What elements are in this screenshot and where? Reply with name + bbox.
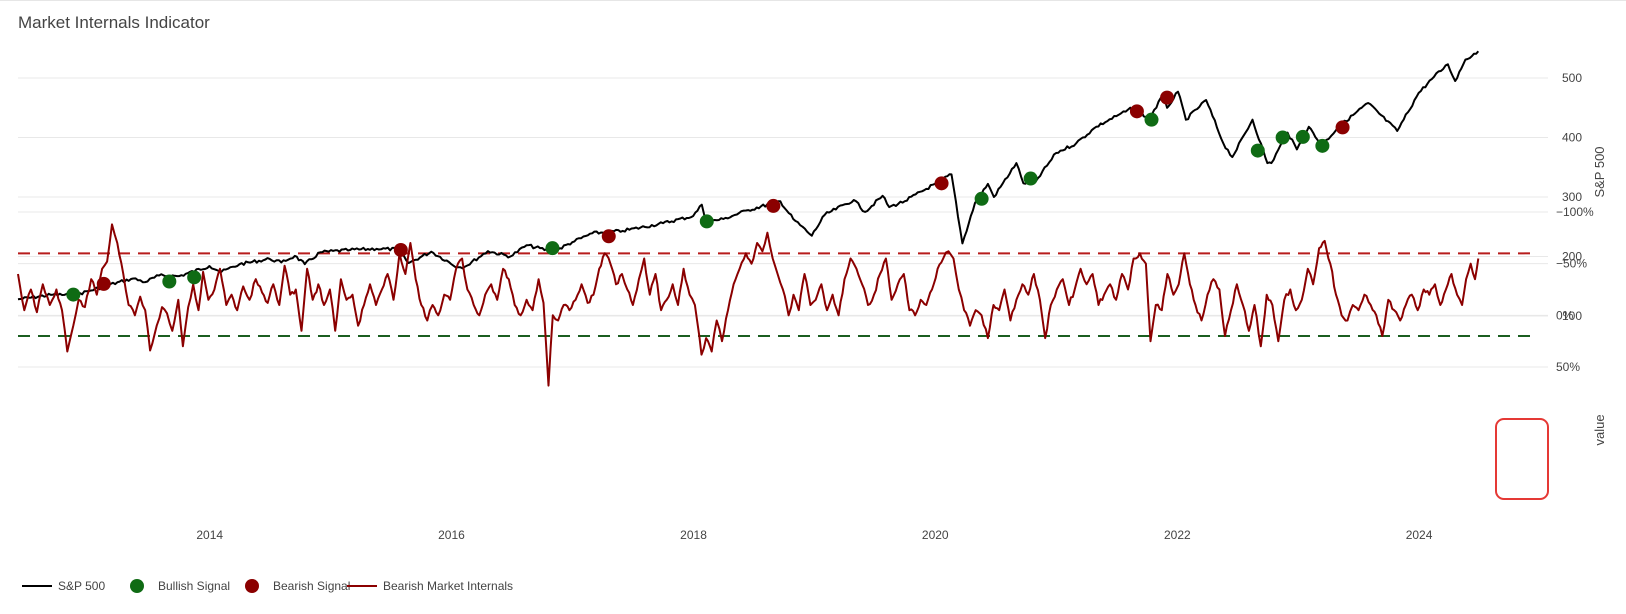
legend: S&P 500 Bullish Signal Bearish Signal Beari… xyxy=(22,579,513,593)
bullish-signal-marker xyxy=(66,287,81,302)
bullish-signal-marker xyxy=(1144,112,1159,127)
signal-markers-layer xyxy=(66,90,1350,302)
legend-marker-bullish-signal xyxy=(130,579,144,593)
spx-y-tick-label: 500 xyxy=(1562,71,1582,85)
legend-label-s-p-500: S&P 500 xyxy=(58,579,105,593)
bullish-signal-marker xyxy=(699,214,714,229)
internals-y-tick-label: −50% xyxy=(1556,257,1587,271)
legend-label-bearish-signal: Bearish Signal xyxy=(273,579,350,593)
internals-series-layer xyxy=(17,223,1480,387)
spx-grid xyxy=(18,77,1548,317)
bullish-signal-marker xyxy=(162,274,177,289)
bearish-signal-marker xyxy=(601,229,616,244)
x-tick-label: 2020 xyxy=(922,528,949,542)
internals-y-tick-label: −100% xyxy=(1556,205,1594,219)
internals-y-tick-label: 50% xyxy=(1556,360,1580,374)
bullish-signal-marker xyxy=(545,241,560,256)
chart-title: Market Internals Indicator xyxy=(18,13,210,32)
spx-line xyxy=(17,50,1480,301)
bearish-signal-marker xyxy=(393,242,408,257)
internals-y-ticks: −100% −50% 0% 50% xyxy=(1556,205,1594,374)
bearish-signal-marker xyxy=(1129,104,1144,119)
bullish-signal-marker xyxy=(1023,171,1038,186)
spx-y-ticks: 100 200 300 400 500 xyxy=(1562,71,1582,323)
recent-reading-highlight-box xyxy=(1495,418,1549,500)
internals-axis-title: value xyxy=(1592,414,1607,445)
bullish-signal-marker xyxy=(1250,143,1265,158)
bearish-signal-marker xyxy=(766,198,781,213)
bearish-signal-marker xyxy=(1335,120,1350,135)
x-tick-label: 2022 xyxy=(1164,528,1191,542)
x-tick-label: 2014 xyxy=(196,528,223,542)
bullish-signal-marker xyxy=(1295,129,1310,144)
x-tick-label: 2016 xyxy=(438,528,465,542)
spx-y-tick-label: 200 xyxy=(1562,250,1582,264)
internals-y-tick-label: 0% xyxy=(1556,308,1574,322)
legend-marker-bearish-signal xyxy=(245,579,259,593)
bullish-signal-marker xyxy=(974,191,989,206)
bullish-signal-marker xyxy=(1315,138,1330,153)
spx-y-tick-label: 100 xyxy=(1562,309,1582,323)
x-axis-ticks: 2014 2016 2018 2020 2022 2024 xyxy=(196,528,1432,542)
spx-axis-title: S&P 500 xyxy=(1592,146,1607,197)
legend-label-bullish-signal: Bullish Signal xyxy=(158,579,230,593)
x-tick-label: 2018 xyxy=(680,528,707,542)
bearish-signal-marker xyxy=(96,276,111,291)
spx-y-tick-label: 400 xyxy=(1562,131,1582,145)
spx-series-layer xyxy=(17,50,1480,301)
legend-label-bearish-market-internals: Bearish Market Internals xyxy=(383,579,513,593)
internals-grid xyxy=(18,211,1548,368)
x-tick-label: 2024 xyxy=(1406,528,1433,542)
bearish-signal-marker xyxy=(1160,90,1175,105)
bullish-signal-marker xyxy=(187,270,202,285)
spx-y-tick-label: 300 xyxy=(1562,190,1582,204)
internals-line xyxy=(17,223,1480,387)
bullish-signal-marker xyxy=(1275,130,1290,145)
bearish-signal-marker xyxy=(934,176,949,191)
